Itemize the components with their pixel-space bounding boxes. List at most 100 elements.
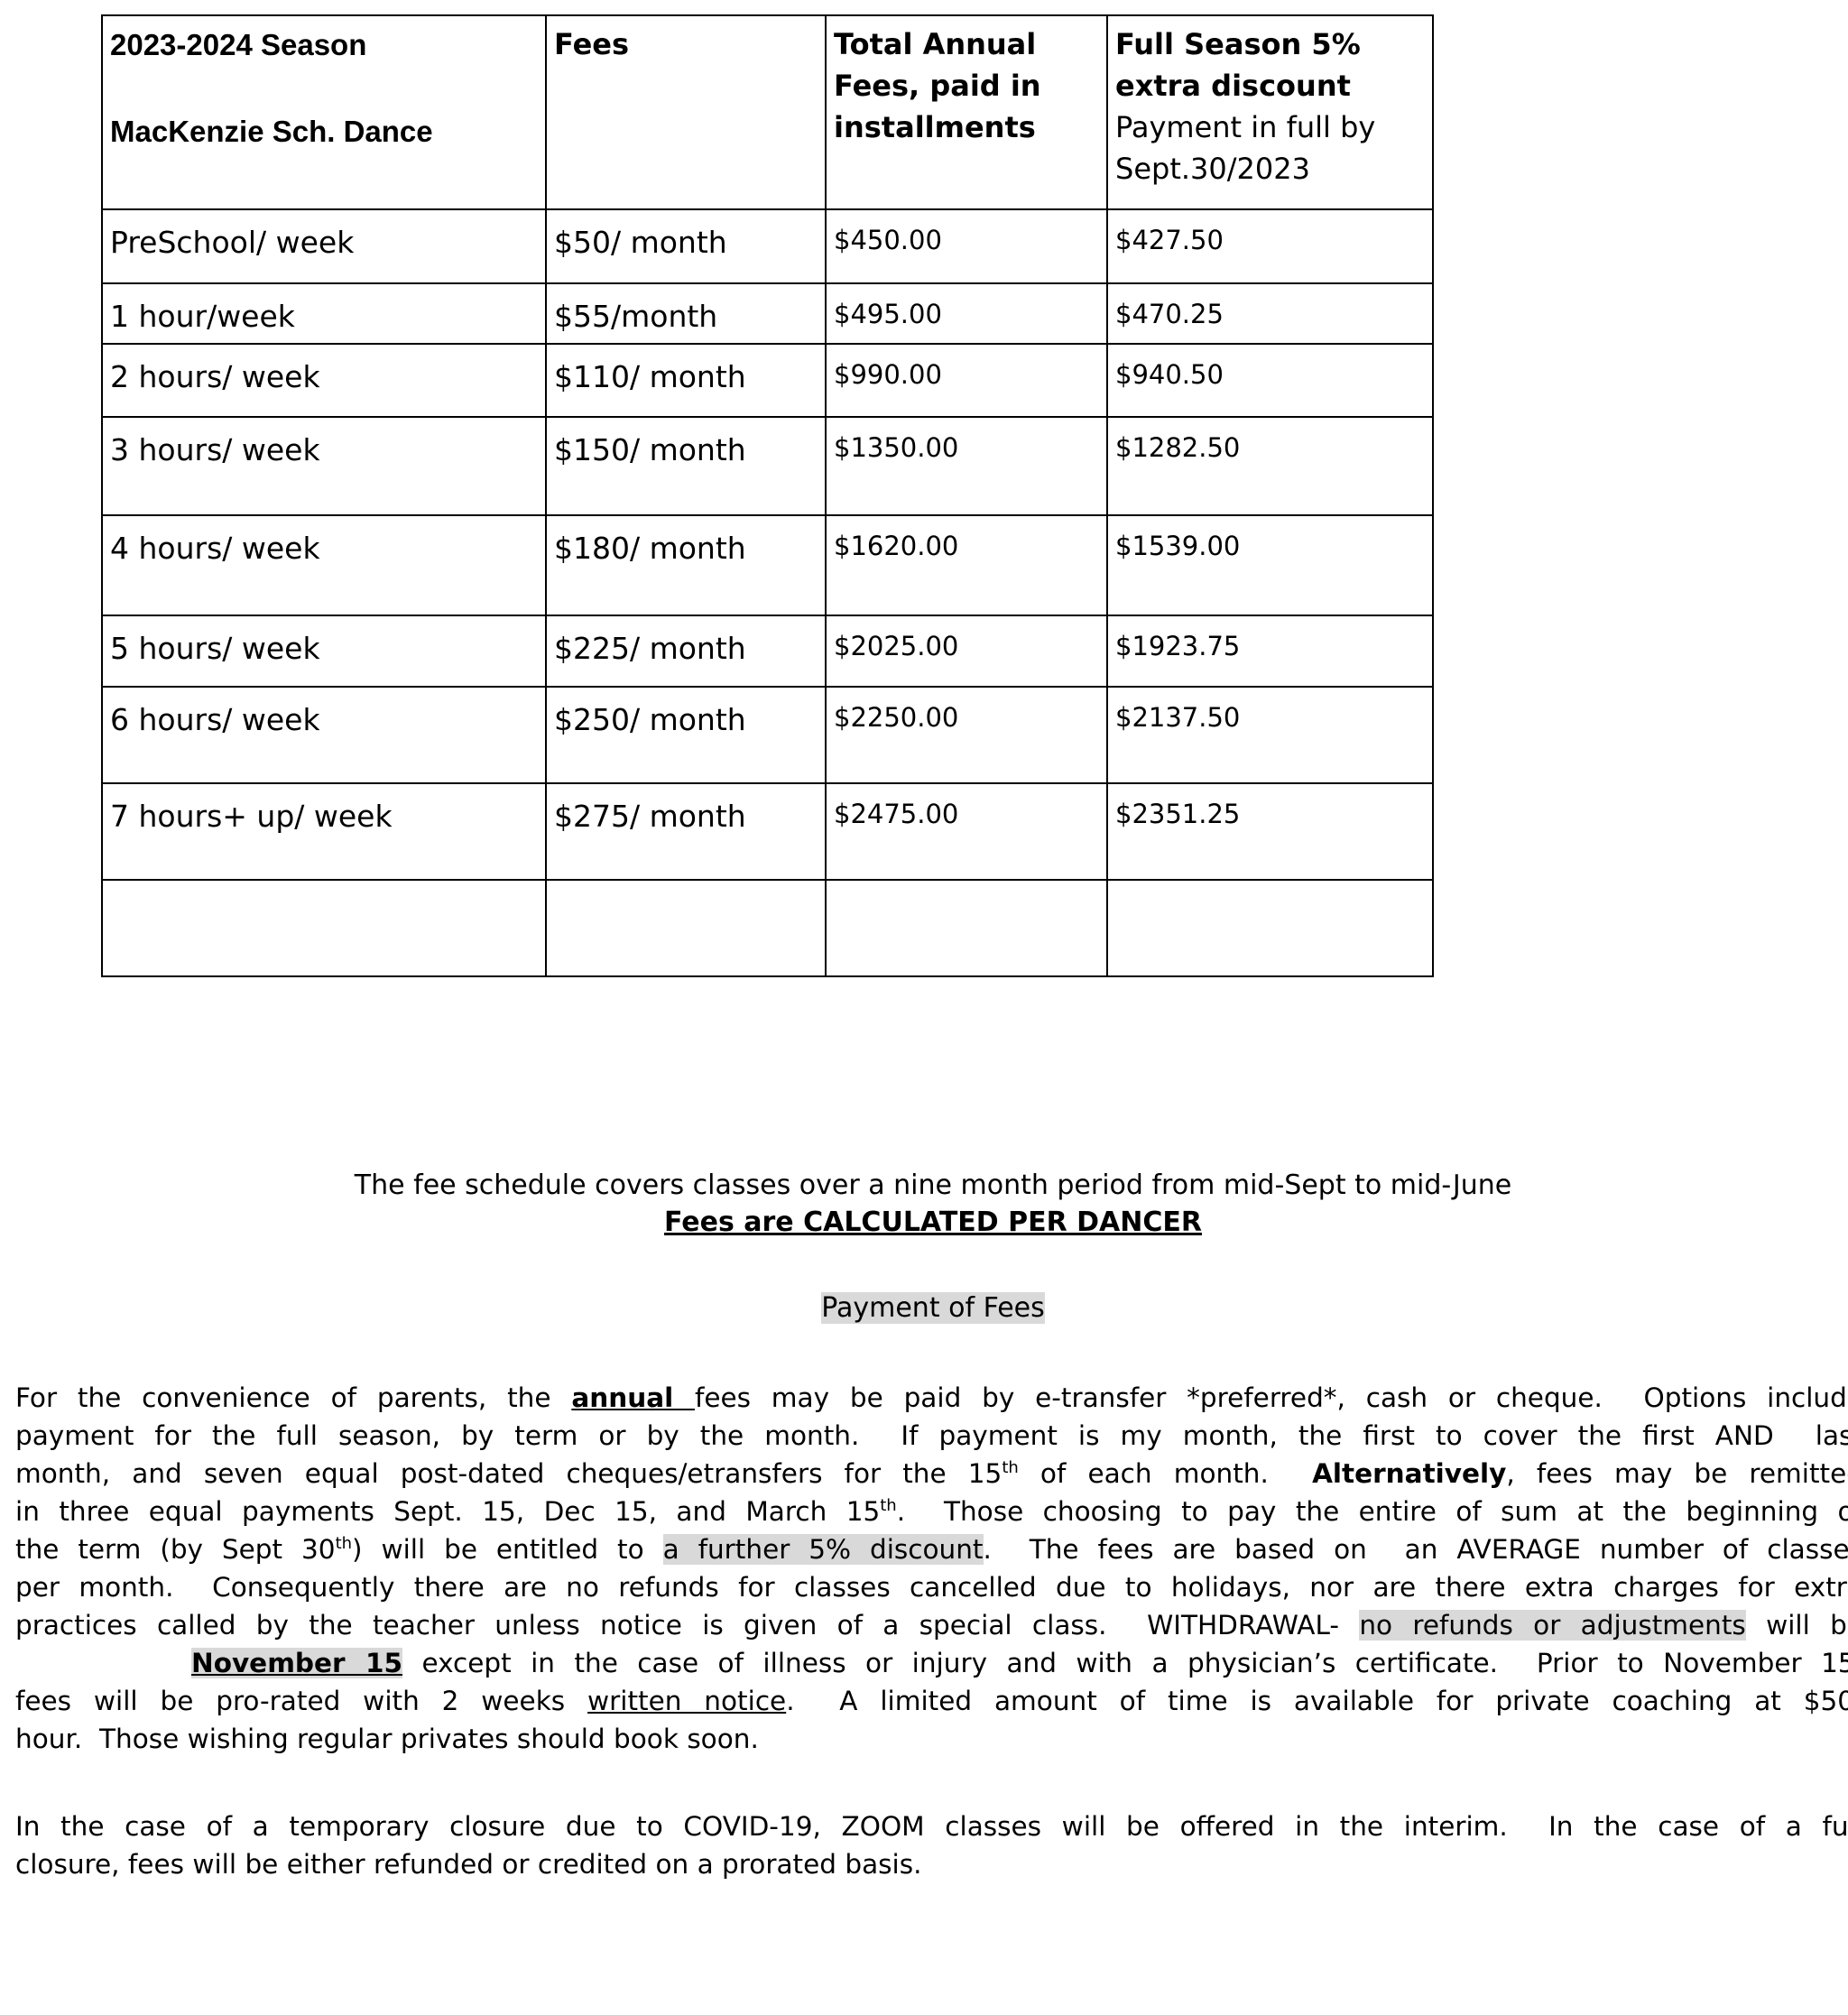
table-row: 1 hour/week $55/month $495.00 $470.25 [101,282,1434,345]
text-segment: fees will be pro-rated with 2 weeks [15,1686,588,1716]
row-label: 3 hours/ week [101,416,547,516]
row-fee: $180/ month [545,514,827,616]
schedule-note: The fee schedule covers classes over a n… [354,1169,1512,1201]
paragraph-line: in three equal payments Sept. 15, Dec 15… [15,1493,1848,1530]
text-segment: the term (by Sept 30 [15,1534,336,1565]
row-total: $2475.00 [825,782,1108,881]
table-row [101,879,1434,977]
row-total: $2025.00 [825,615,1108,688]
text-segment: th [880,1496,897,1516]
text-segment: hour. Those wishing regular privates sho… [15,1724,759,1754]
text-segment: . The fees are based on an AVERAGE numbe… [983,1534,1848,1565]
text-segment: no refunds or adjustments [1359,1610,1746,1641]
paragraph-line: November 15 except in the case of illnes… [15,1644,1848,1682]
discount-title: Full Season 5% extra discount [1115,27,1361,103]
row-total: $450.00 [825,208,1108,284]
paragraph-line: In the case of a temporary closure due t… [15,1807,1848,1845]
text-segment: . A limited amount of time is available … [786,1686,1848,1716]
text-segment: November 15 [191,1648,402,1678]
text-segment: a further 5% discount [662,1534,984,1565]
payment-heading: Payment of Fees [0,1292,1848,1324]
payment-heading-text: Payment of Fees [821,1292,1045,1324]
row-fee: $55/month [545,282,827,345]
paragraph-line: hour. Those wishing regular privates sho… [15,1720,1848,1758]
text-segment: ) will be entitled to [352,1534,663,1565]
row-discount: $427.50 [1106,208,1434,284]
fee-table: 2023-2024 Season MacKenzie Sch. Dance Fe… [101,14,1434,977]
row-total: $1620.00 [825,514,1108,616]
table-row: 3 hours/ week $150/ month $1350.00 $1282.50 [101,416,1434,516]
table-header-row: 2023-2024 Season MacKenzie Sch. Dance Fe… [101,14,1434,210]
row-discount: $940.50 [1106,343,1434,418]
row-fee: $150/ month [545,416,827,516]
header-discount: Full Season 5% extra discount Payment in… [1106,14,1434,210]
text-segment: th [1002,1458,1019,1478]
discount-note: Payment in full by Sept.30/2023 [1115,110,1376,186]
text-segment: closure, fees will be either refunded or… [15,1849,922,1880]
row-label: 4 hours/ week [101,514,547,616]
row-label: 2 hours/ week [101,343,547,418]
text-segment: For the convenience of parents, the [15,1382,572,1413]
text-segment: Alternatively [1312,1458,1507,1489]
paragraph-line: closure, fees will be either refunded or… [15,1845,1848,1883]
paragraph-line: the term (by Sept 30th) will be entitled… [15,1530,1848,1568]
text-segment: per month. Consequently there are no ref… [15,1572,1848,1603]
text-segment: month, and seven equal post-dated cheque… [15,1458,1003,1489]
row-total [825,879,1108,977]
paragraph-line: payment for the full season, by term or … [15,1417,1848,1455]
table-row: 4 hours/ week $180/ month $1620.00 $1539.00 [101,514,1434,616]
row-fee: $225/ month [545,615,827,688]
table-row: PreSchool/ week $50/ month $450.00 $427.50 [101,208,1434,284]
paragraph-line: For the convenience of parents, the annu… [15,1379,1848,1417]
table-row: 7 hours+ up/ week $275/ month $2475.00 $235… [101,782,1434,881]
row-total: $2250.00 [825,686,1108,784]
row-fee: $110/ month [545,343,827,418]
row-total: $495.00 [825,282,1108,345]
per-dancer-note: Fees are CALCULATED PER DANCER [0,1206,1848,1238]
paragraph-line: practices called by the teacher unless n… [15,1606,1848,1644]
covid-paragraph: In the case of a temporary closure due t… [15,1807,1848,1883]
text-segment: annual [571,1382,695,1413]
header-fees: Fees [545,14,827,210]
row-fee [545,879,827,977]
row-label: PreSchool/ week [101,208,547,284]
table-row: 2 hours/ week $110/ month $990.00 $940.50 [101,343,1434,418]
text-segment: except in the case of illness or injury … [402,1648,1848,1678]
per-dancer-text: Fees are CALCULATED PER DANCER [663,1206,1202,1238]
season-label: 2023-2024 Season [110,28,367,61]
paragraph-line: per month. Consequently there are no ref… [15,1568,1848,1606]
header-total-annual: Total Annual Fees, paid in installments [825,14,1108,210]
row-label: 6 hours/ week [101,686,547,784]
text-segment: , fees may be remitted [1506,1458,1848,1489]
paragraph-line: fees will be pro-rated with 2 weeks writ… [15,1682,1848,1720]
row-label [101,879,547,977]
row-discount: $1923.75 [1106,615,1434,688]
text-segment: In the case of a temporary closure due t… [15,1811,1848,1842]
row-discount: $2351.25 [1106,782,1434,881]
text-segment: written notice [587,1686,787,1716]
text-segment: will be [1766,1610,1848,1641]
row-label: 5 hours/ week [101,615,547,688]
paragraph-line: month, and seven equal post-dated cheque… [15,1455,1848,1493]
row-fee: $250/ month [545,686,827,784]
row-label: 1 hour/week [101,282,547,345]
table-row: 6 hours/ week $250/ month $2250.00 $2137.50 [101,686,1434,784]
row-fee: $50/ month [545,208,827,284]
row-fee: $275/ month [545,782,827,881]
text-segment: practices called by the teacher unless n… [15,1610,1360,1641]
row-discount [1106,879,1434,977]
text-segment: fees may be paid by e-transfer *preferre… [694,1382,1848,1413]
row-discount: $1282.50 [1106,416,1434,516]
text-segment: . Those choosing to pay the entire of su… [896,1496,1848,1527]
text-segment: payment for the full season, by term or … [15,1420,1848,1451]
header-season-cell: 2023-2024 Season MacKenzie Sch. Dance [101,14,547,210]
row-total: $990.00 [825,343,1108,418]
row-total: $1350.00 [825,416,1108,516]
row-label: 7 hours+ up/ week [101,782,547,881]
text-segment: th [335,1534,353,1554]
payment-paragraph: For the convenience of parents, the annu… [15,1379,1848,1758]
school-name: MacKenzie Sch. Dance [110,115,433,148]
row-discount: $1539.00 [1106,514,1434,616]
text-segment: of each month. [1018,1458,1313,1489]
table-row: 5 hours/ week $225/ month $2025.00 $1923.75 [101,615,1434,688]
